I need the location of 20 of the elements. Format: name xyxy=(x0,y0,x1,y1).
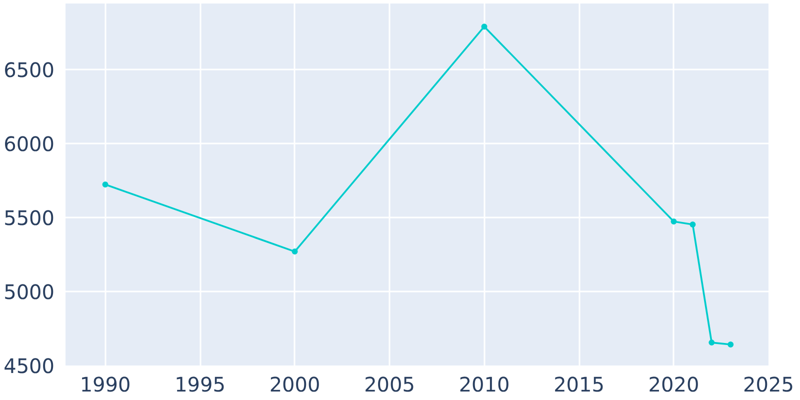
x-tick-label: 2025 xyxy=(743,372,794,396)
y-tick-label: 6000 xyxy=(4,132,55,156)
y-tick-label: 5000 xyxy=(4,280,55,304)
point xyxy=(708,340,715,346)
point xyxy=(728,341,734,348)
point xyxy=(670,218,677,224)
x-tick-label: 1990 xyxy=(80,372,131,396)
x-tick-label: 2010 xyxy=(458,372,510,396)
y-tick-label: 5500 xyxy=(4,206,55,230)
x-tick-label: 2000 xyxy=(269,372,320,396)
point xyxy=(690,221,696,228)
point xyxy=(292,248,298,255)
x-tick-label: 2020 xyxy=(648,372,700,396)
y-tick-label: 4500 xyxy=(4,354,55,378)
x-tick-label: 2005 xyxy=(364,372,415,396)
point xyxy=(102,182,108,188)
y-tick-label: 6500 xyxy=(4,58,55,82)
point xyxy=(481,24,488,30)
x-tick-label: 2015 xyxy=(554,372,604,396)
x-tick-label: 1995 xyxy=(174,372,226,396)
